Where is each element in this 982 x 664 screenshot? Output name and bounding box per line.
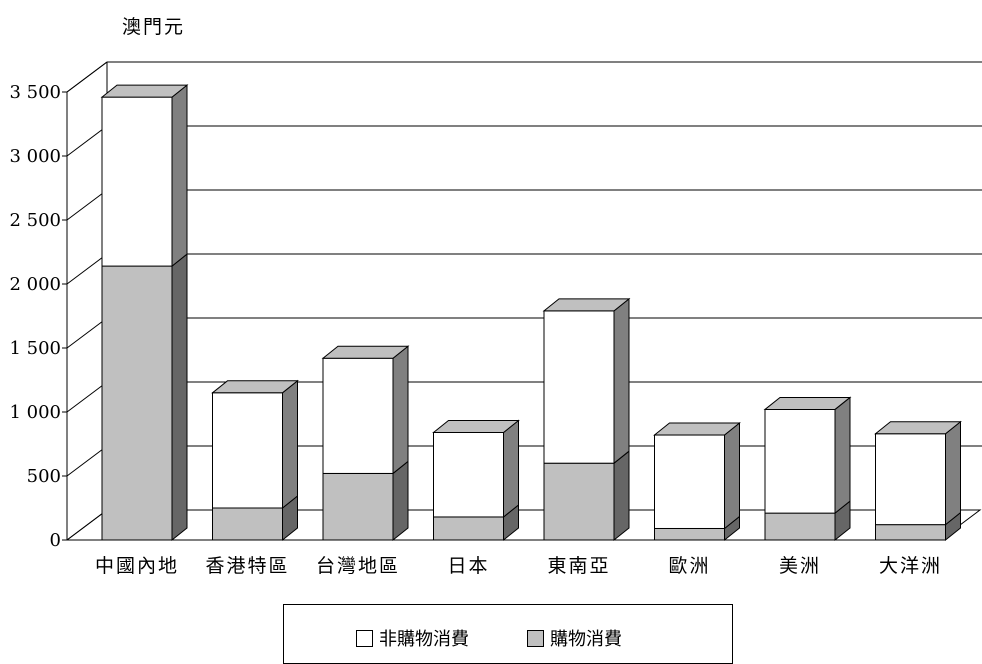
y-tick-label: 2 500 (9, 210, 61, 231)
bar-side (171, 253, 188, 542)
bar-top (100, 84, 189, 98)
bar-segment (433, 431, 504, 518)
bar-segment (212, 507, 283, 541)
x-category-label: 歐洲 (668, 555, 710, 577)
bar-segment (654, 434, 725, 529)
bar-segment (543, 462, 615, 541)
bar-side (724, 421, 740, 530)
bar-side (945, 420, 961, 526)
bar-segment (101, 265, 173, 541)
bar-side (392, 460, 409, 542)
bar-top (763, 396, 852, 410)
x-category-label: 大洋洲 (879, 555, 942, 577)
y-tick-diagonal (66, 189, 108, 221)
y-tick-diagonal (66, 445, 108, 477)
y-tick-label: 3 500 (9, 82, 61, 103)
bar-side (282, 379, 298, 510)
label-layer: 0 500 1 000 1 500 2 000 2 500 3 000 3 500 中國內地 香港… (9, 82, 942, 577)
x-category-label: 香港特區 (205, 555, 289, 577)
legend-item-non-shopping: 非購物消費 (356, 625, 469, 651)
legend-swatch-shopping (527, 629, 544, 647)
y-tick-label: 1 500 (9, 338, 61, 359)
y-tick-label: 1 000 (9, 402, 61, 423)
bar-layer (100, 84, 962, 542)
bar-segment (875, 524, 946, 541)
y-axis-unit-label: 澳門元 (122, 16, 186, 38)
legend-label-non-shopping: 非購物消費 (379, 629, 469, 650)
x-category-label: 日本 (447, 555, 489, 577)
bar-top (432, 419, 520, 433)
bar-segment (764, 408, 836, 514)
bar-side (834, 396, 851, 515)
legend-label-shopping: 購物消費 (550, 629, 622, 650)
bar-side (392, 345, 409, 475)
bar-segment (764, 512, 836, 541)
bar-top (321, 345, 410, 359)
bar-side (613, 450, 630, 542)
bar-segment (101, 96, 173, 267)
bar-segment (543, 310, 615, 464)
bar-segment (433, 516, 504, 541)
y-tick-diagonal (66, 509, 108, 541)
bar-side (503, 419, 519, 519)
y-tick-label: 500 (27, 466, 61, 487)
bar-segment (322, 472, 394, 541)
legend: 非購物消費 購物消費 (283, 604, 733, 664)
bar-segment (875, 433, 946, 526)
bar-segment (654, 527, 725, 541)
x-category-label: 美洲 (779, 555, 821, 577)
y-tick-diagonal (66, 253, 108, 285)
x-category-label: 東南亞 (547, 555, 610, 577)
bar-top (874, 421, 962, 435)
y-tick-label: 0 (50, 530, 61, 551)
legend-swatch-non-shopping (356, 629, 373, 647)
bar-top (653, 422, 741, 436)
y-tick-diagonal (66, 381, 108, 413)
bar-side (171, 84, 188, 268)
x-category-label: 台灣地區 (316, 555, 400, 577)
y-tick-label: 2 000 (9, 274, 61, 295)
bar-side (613, 297, 630, 465)
y-tick-diagonal (66, 317, 108, 349)
legend-item-shopping: 購物消費 (527, 625, 622, 651)
bar-top (211, 380, 299, 394)
bar-segment (322, 357, 394, 474)
stacked-bar-chart: 0 500 1 000 1 500 2 000 2 500 3 000 3 500 中國內地 香港… (9, 61, 982, 577)
bar-segment (212, 392, 283, 509)
x-category-label: 中國內地 (95, 555, 179, 577)
bar-top (542, 298, 631, 312)
y-tick-diagonal (66, 125, 108, 157)
y-tick-label: 3 000 (9, 146, 61, 167)
y-tick-diagonal (66, 61, 108, 93)
